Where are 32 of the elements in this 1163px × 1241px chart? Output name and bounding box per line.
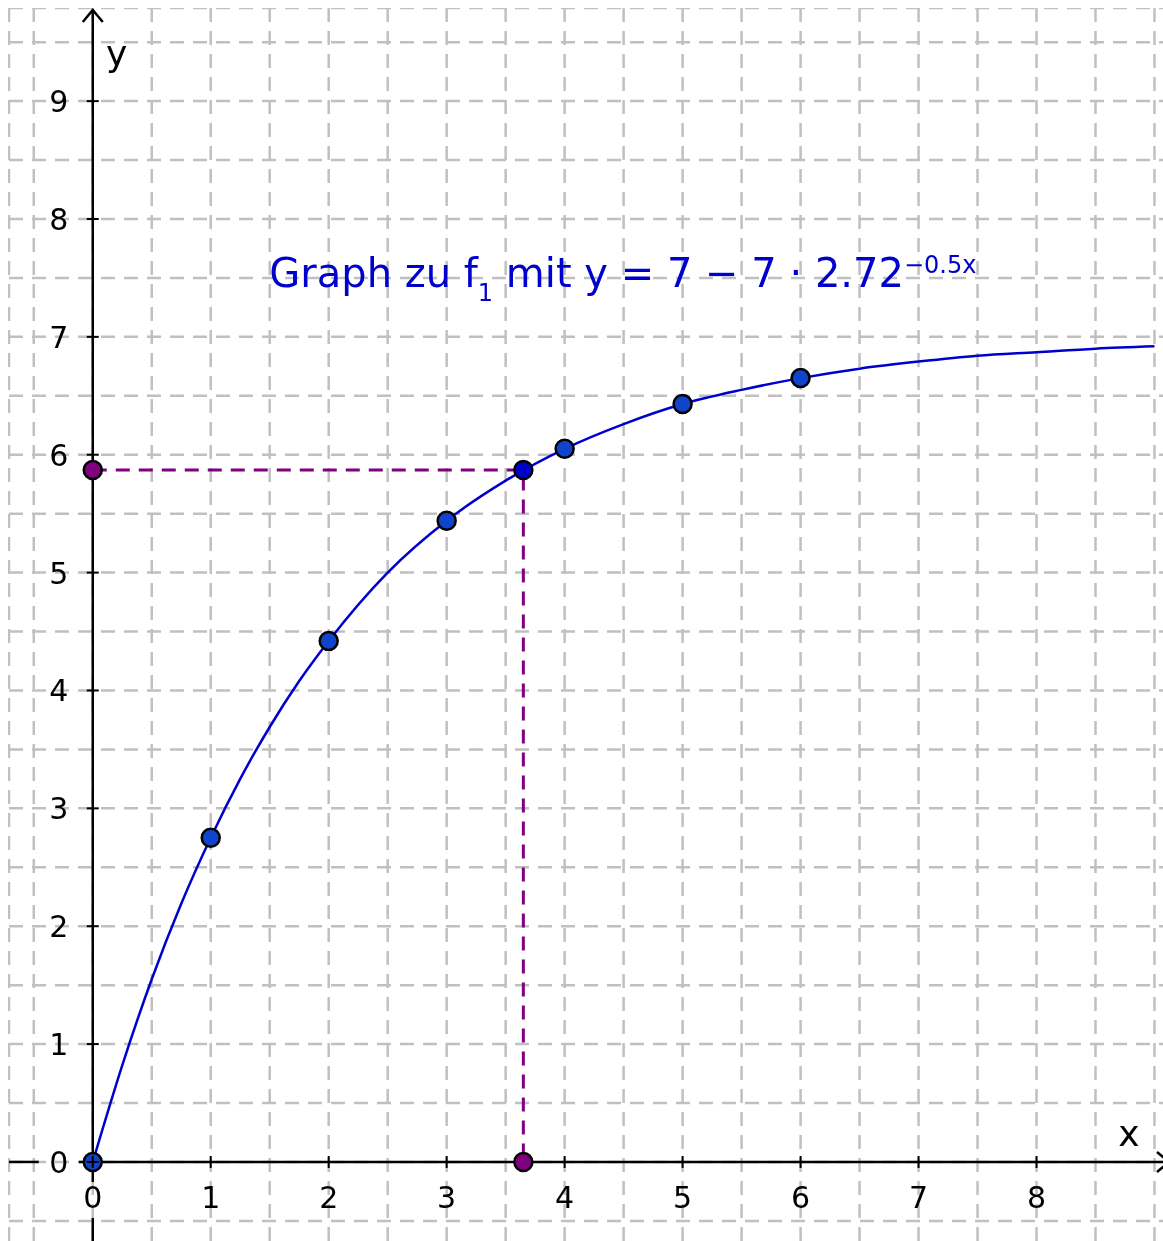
point bbox=[790, 367, 811, 389]
x-tick-label: 0 bbox=[83, 1179, 103, 1215]
y-tick-label: 8 bbox=[49, 201, 69, 237]
x-tick-label: 6 bbox=[791, 1179, 811, 1215]
point bbox=[554, 438, 575, 460]
y-tick-label: 0 bbox=[49, 1144, 69, 1180]
x-tick-label: 4 bbox=[555, 1179, 575, 1215]
x-tick-label: 8 bbox=[1026, 1179, 1047, 1215]
x-tick-label: 5 bbox=[673, 1179, 693, 1215]
x-tick-label: 7 bbox=[909, 1179, 929, 1215]
point bbox=[513, 1151, 534, 1173]
y-axis-title: y bbox=[106, 33, 128, 74]
point bbox=[513, 459, 534, 481]
point bbox=[672, 393, 693, 415]
y-tick-label: 1 bbox=[49, 1027, 69, 1063]
y-tick-label: 7 bbox=[49, 319, 69, 355]
point bbox=[318, 630, 339, 652]
y-tick-label: 3 bbox=[49, 791, 69, 827]
y-tick-label: 9 bbox=[49, 84, 69, 120]
x-tick-label: 3 bbox=[437, 1179, 457, 1215]
x-tick-label: 1 bbox=[201, 1179, 221, 1215]
point bbox=[436, 510, 457, 531]
x-axis-title: x bbox=[1118, 1112, 1140, 1154]
point bbox=[82, 1151, 104, 1173]
annotation: Graph zu f$_{1}$ mit y = 7 − 7 · 2.72$^{−0.5x}$ bbox=[269, 250, 977, 307]
y-tick-label: 6 bbox=[49, 437, 69, 473]
point bbox=[82, 459, 104, 481]
y-tick-label: 2 bbox=[49, 909, 69, 945]
y-tick-label: 5 bbox=[49, 555, 69, 591]
x-tick-label: 2 bbox=[319, 1179, 339, 1215]
point bbox=[200, 827, 221, 849]
y-tick-label: 4 bbox=[49, 673, 69, 709]
